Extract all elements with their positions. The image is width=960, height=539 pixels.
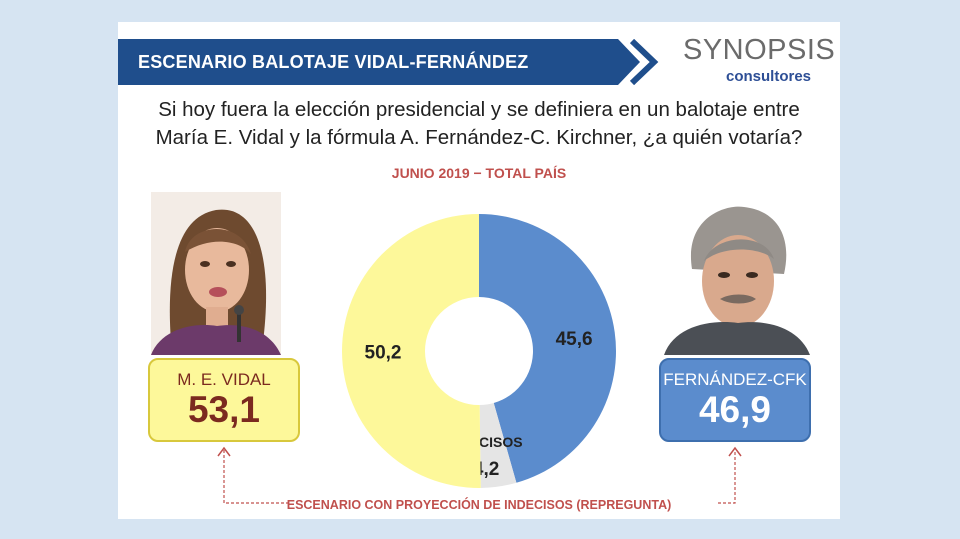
logo-subtitle: consultores bbox=[726, 68, 812, 85]
projection-bracket bbox=[217, 446, 742, 504]
survey-question: Si hoy fuera la elección presidencial y … bbox=[118, 96, 840, 152]
title-banner: ESCENARIO BALOTAJE VIDAL-FERNÁNDEZ bbox=[118, 39, 666, 85]
donut-slice-0 bbox=[479, 214, 616, 483]
fernandez-name-label: FERNÁNDEZ-CFK bbox=[663, 370, 807, 389]
fernandez-total-value: 46,9 bbox=[698, 389, 771, 430]
donut-value-label-2: 50,2 bbox=[365, 343, 402, 364]
donut-value-label-0: 45,6 bbox=[556, 329, 593, 350]
projection-note: ESCENARIO CON PROYECCIÓN DE INDECISOS (R… bbox=[286, 498, 672, 512]
question-line-2: María E. Vidal y la fórmula A. Fernández… bbox=[155, 126, 803, 149]
donut-slice-2 bbox=[342, 214, 481, 488]
banner-shape bbox=[118, 39, 659, 85]
question-line-1: Si hoy fuera la elección presidencial y … bbox=[158, 98, 800, 121]
vidal-total-value: 53,1 bbox=[187, 389, 260, 430]
fernandez-total-card: FERNÁNDEZ-CFK 46,9 bbox=[659, 358, 811, 442]
vidal-total-card: M. E. VIDAL 53,1 bbox=[148, 358, 300, 442]
period-label: JUNIO 2019 − TOTAL PAÍS bbox=[391, 165, 567, 181]
slide: ESCENARIO BALOTAJE VIDAL-FERNÁNDEZ SYNOP… bbox=[118, 22, 840, 519]
vidal-portrait bbox=[151, 192, 281, 355]
page-title: ESCENARIO BALOTAJE VIDAL-FERNÁNDEZ bbox=[138, 52, 529, 72]
logo-text: SYNOPSIS bbox=[683, 34, 836, 66]
vidal-name-label: M. E. VIDAL bbox=[177, 370, 271, 389]
fernandez-portrait bbox=[664, 199, 810, 355]
donut-slice-1 bbox=[479, 402, 517, 488]
